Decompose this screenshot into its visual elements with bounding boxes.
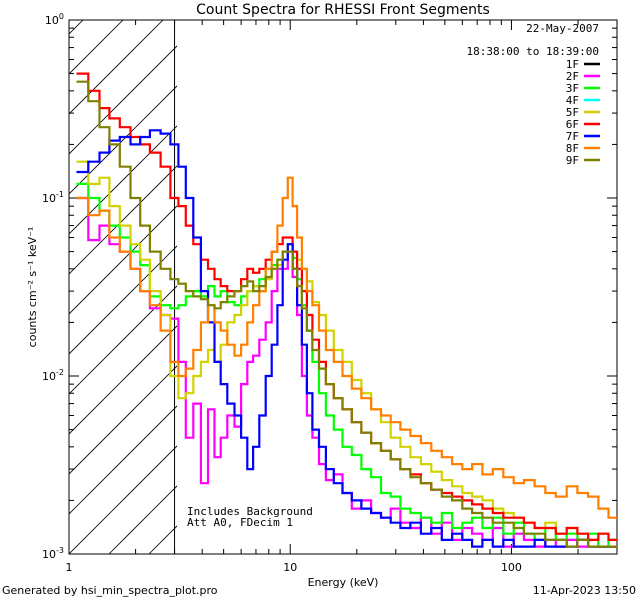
- hatch-line: [69, 20, 124, 75]
- hatch-line: [69, 20, 164, 115]
- series-line-2f: [76, 196, 617, 548]
- hatch-line: [69, 405, 177, 515]
- plot-frame: [68, 19, 618, 555]
- series-line-6f: [76, 72, 617, 541]
- date-label: 22-May-2007: [526, 22, 599, 35]
- hatch-line: [69, 365, 177, 475]
- legend-label-1f: 1F: [566, 58, 579, 71]
- series-group: [76, 72, 617, 548]
- background-note: Includes Background: [187, 505, 313, 518]
- generated-by-label: Generated by hsi_min_spectra_plot.pro: [2, 584, 218, 597]
- x-tick-label: 100: [501, 561, 522, 574]
- y-tick-label: 100: [45, 12, 64, 27]
- series-line-8f: [76, 176, 617, 519]
- y-tick-label: 10-3: [42, 546, 64, 561]
- timestamp-label: 11-Apr-2023 13:50: [533, 584, 636, 597]
- axis-ticks: 1 10 100 10-3 10-2 10-1 100: [42, 12, 618, 574]
- series-line-7f: [76, 129, 617, 548]
- y-axis-label: counts cm⁻² s⁻¹ keV⁻¹: [26, 227, 39, 348]
- legend-label-3f: 3F: [566, 82, 579, 95]
- hatch-line: [69, 445, 177, 554]
- y-tick-label: 10-1: [42, 190, 64, 205]
- background-shaded-region: [69, 20, 177, 554]
- hatch-line: [69, 45, 177, 155]
- series-line-5f: [76, 160, 617, 541]
- legend-label-5f: 5F: [566, 106, 579, 119]
- series-line-9f: [76, 80, 617, 548]
- legend-label-7f: 7F: [566, 130, 579, 143]
- attenuator-note: Att A0, FDecim 1: [187, 516, 293, 529]
- legend-label-6f: 6F: [566, 118, 579, 131]
- legend-label-2f: 2F: [566, 70, 579, 83]
- x-axis-label: Energy (keV): [308, 576, 379, 589]
- legend-label-9f: 9F: [566, 154, 579, 167]
- hatch-line: [69, 125, 177, 235]
- hatch-line: [69, 85, 177, 195]
- x-tick-label: 10: [283, 561, 297, 574]
- x-tick-label: 1: [66, 561, 73, 574]
- hatch-line: [69, 285, 177, 395]
- hatch-line: [108, 485, 177, 554]
- legend-label-8f: 8F: [566, 142, 579, 155]
- y-tick-label: 10-2: [42, 368, 64, 383]
- hatch-line: [69, 20, 84, 35]
- hatch-line: [69, 205, 177, 315]
- chart-title: Count Spectra for RHESSI Front Segments: [196, 2, 490, 18]
- time-range-label: 18:38:00 to 18:39:00: [467, 45, 599, 58]
- legend-label-4f: 4F: [566, 94, 579, 107]
